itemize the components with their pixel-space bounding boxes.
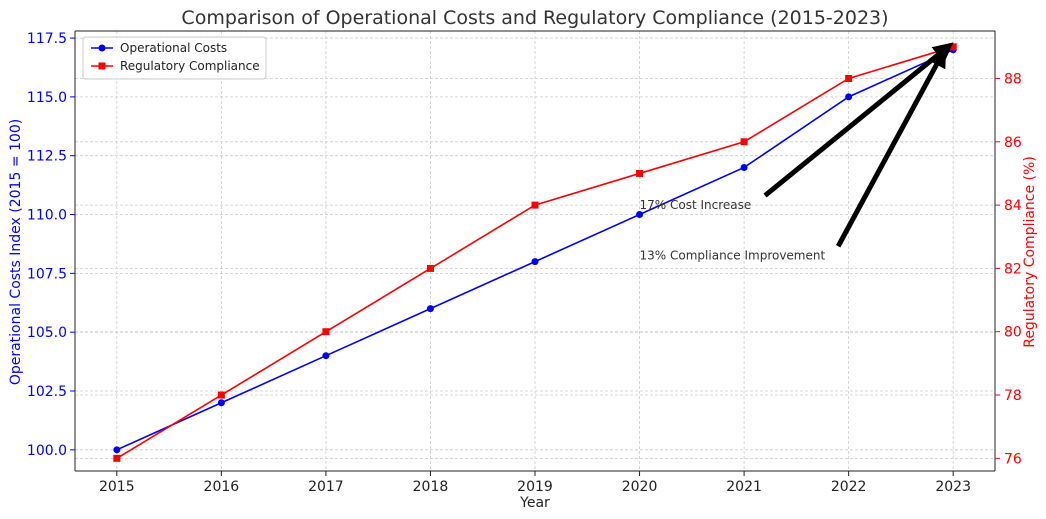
- y-left-tick-label: 105.0: [27, 325, 67, 341]
- y-left-tick-label: 100.0: [27, 443, 67, 459]
- y-right-tick-label: 80: [1004, 325, 1022, 341]
- regulatory-compliance-point: [531, 201, 539, 209]
- x-tick-label: 2019: [517, 479, 553, 495]
- y-right-axis-title: Regulatory Compliance (%): [1022, 156, 1038, 348]
- grid-lines: [75, 31, 995, 471]
- regulatory-compliance-point: [949, 43, 957, 51]
- y-left-tick-label: 102.5: [27, 384, 67, 400]
- legend: Operational Costs Regulatory Compliance: [82, 36, 267, 80]
- x-tick-label: 2022: [831, 479, 867, 495]
- legend-label: Operational Costs: [120, 41, 227, 55]
- y-right-tick-label: 86: [1004, 135, 1022, 151]
- chart-title: Comparison of Operational Costs and Regu…: [181, 7, 888, 29]
- y-right-tick-label: 88: [1004, 71, 1022, 87]
- x-tick-label: 2020: [622, 479, 658, 495]
- regulatory-compliance-series: [113, 43, 957, 462]
- y-left-tick-label: 112.5: [27, 149, 67, 165]
- operational-costs-point: [426, 305, 434, 313]
- x-axis-title: Year: [519, 495, 550, 511]
- annotation-text: 17% Cost Increase: [640, 198, 752, 212]
- x-tick-label: 2021: [726, 479, 762, 495]
- operational-costs-point: [740, 163, 748, 171]
- legend-marker: [98, 44, 106, 52]
- operational-costs-point: [113, 446, 121, 454]
- regulatory-compliance-point: [322, 328, 330, 336]
- y-right-tick-label: 82: [1004, 261, 1022, 277]
- regulatory-compliance-point: [845, 74, 853, 82]
- y-left-axis-title: Operational Costs Index (2015 = 100): [8, 119, 24, 385]
- x-tick-label: 2018: [413, 479, 449, 495]
- x-tick-label: 2017: [308, 479, 344, 495]
- legend-marker: [98, 62, 106, 70]
- operational-costs-point: [845, 93, 853, 101]
- ticks-layer: 2015 2016 2017 2018 2019 2020 2021 2022 2023 100.…: [27, 31, 1022, 495]
- y-right-tick-label: 78: [1004, 388, 1022, 404]
- operational-costs-line: [116, 49, 954, 451]
- annotation-arrow: [763, 42, 954, 198]
- annotation-1: 17% Cost Increase: [640, 42, 954, 212]
- operational-costs-point: [217, 399, 225, 407]
- regulatory-compliance-point: [740, 138, 748, 146]
- annotation-layer: 17% Cost Increase 13% Compliance Improvem…: [640, 42, 954, 263]
- annotation-text: 13% Compliance Improvement: [640, 249, 826, 263]
- y-left-tick-label: 107.5: [27, 266, 67, 282]
- operational-costs-point: [531, 258, 539, 266]
- y-right-tick-label: 76: [1004, 451, 1022, 467]
- annotation-2: 13% Compliance Improvement: [640, 47, 947, 263]
- legend-item-operational-costs: Operational Costs: [91, 41, 227, 55]
- y-left-tick-label: 117.5: [27, 31, 67, 47]
- y-left-tick-label: 115.0: [27, 90, 67, 106]
- operational-costs-point: [636, 211, 644, 219]
- x-tick-label: 2015: [99, 479, 135, 495]
- regulatory-compliance-point: [113, 454, 121, 462]
- legend-label: Regulatory Compliance: [120, 59, 260, 73]
- regulatory-compliance-point: [426, 264, 434, 272]
- y-left-tick-label: 110.0: [27, 208, 67, 224]
- operational-costs-point: [322, 352, 330, 360]
- series-layer: [113, 43, 957, 462]
- annotation-arrow: [835, 47, 947, 248]
- regulatory-compliance-point: [636, 169, 644, 177]
- legend-item-regulatory-compliance: Regulatory Compliance: [91, 59, 260, 73]
- regulatory-compliance-point: [217, 391, 225, 399]
- x-tick-label: 2023: [935, 479, 971, 495]
- legend-box: [82, 36, 267, 80]
- x-tick-label: 2016: [204, 479, 240, 495]
- y-right-tick-label: 84: [1004, 198, 1022, 214]
